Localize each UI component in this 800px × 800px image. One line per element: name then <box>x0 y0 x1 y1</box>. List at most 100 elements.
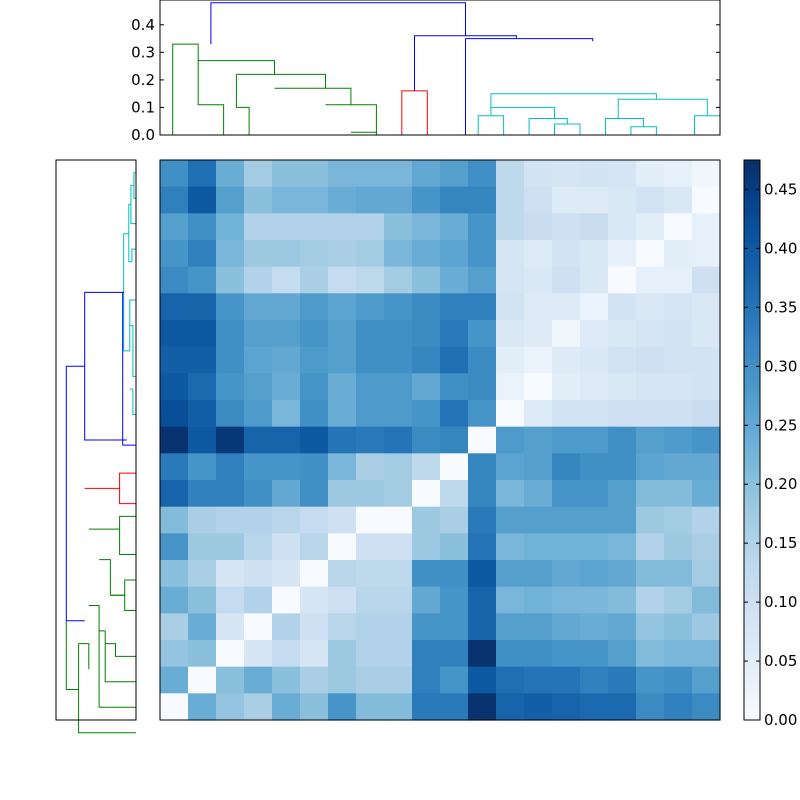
heatmap-cell <box>664 346 693 374</box>
heatmap-cell <box>552 293 581 321</box>
heatmap-cell <box>496 266 525 294</box>
heatmap-cell <box>188 293 217 321</box>
heatmap-cell <box>468 426 497 454</box>
heatmap-cell <box>272 693 301 721</box>
heatmap-cell <box>580 426 609 454</box>
heatmap-cell <box>664 613 693 641</box>
left-dendrogram-link <box>99 630 136 683</box>
heatmap-cell <box>160 346 189 374</box>
top-dendrogram-tick-label: 0.4 <box>131 16 155 34</box>
heatmap-cell <box>356 480 385 508</box>
heatmap-cell <box>524 320 553 348</box>
heatmap-cell <box>496 213 525 241</box>
left-dendrogram-link <box>105 643 136 657</box>
heatmap-cell <box>356 586 385 614</box>
top-dendrogram-link <box>490 93 657 108</box>
heatmap-cell <box>580 400 609 428</box>
heatmap-cell <box>496 560 525 588</box>
heatmap-cell <box>300 320 329 348</box>
heatmap-cell <box>188 160 217 188</box>
heatmap-cell <box>272 586 301 614</box>
left-dendrogram-link <box>84 472 136 489</box>
heatmap-cell <box>580 186 609 214</box>
heatmap-cell <box>580 613 609 641</box>
heatmap-cell <box>328 320 357 348</box>
heatmap-cell <box>244 213 273 241</box>
heatmap-cell <box>636 506 665 534</box>
heatmap-cell <box>188 400 217 428</box>
heatmap-cell <box>412 560 441 588</box>
heatmap-cell <box>664 426 693 454</box>
heatmap-cell <box>412 320 441 348</box>
heatmap-cell <box>356 400 385 428</box>
heatmap-cell <box>244 373 273 401</box>
heatmap-cell <box>580 320 609 348</box>
colorbar-tick-label: 0.05 <box>764 652 797 670</box>
heatmap-cell <box>440 213 469 241</box>
heatmap-cell <box>692 293 721 321</box>
heatmap-cell <box>524 213 553 241</box>
heatmap-cell <box>664 560 693 588</box>
heatmap-cell <box>692 640 721 668</box>
heatmap-cell <box>244 426 273 454</box>
heatmap-cell <box>300 560 329 588</box>
heatmap-cell <box>328 400 357 428</box>
heatmap-cell <box>440 560 469 588</box>
heatmap-cell <box>608 480 637 508</box>
heatmap-cell <box>188 266 217 294</box>
heatmap-cell <box>440 293 469 321</box>
heatmap-cell <box>552 346 581 374</box>
heatmap-cell <box>328 266 357 294</box>
heatmap-cell <box>580 266 609 294</box>
heatmap-cell <box>272 426 301 454</box>
heatmap-cell <box>188 586 217 614</box>
heatmap-cell <box>384 320 413 348</box>
heatmap-cell <box>524 400 553 428</box>
heatmap-cell <box>524 293 553 321</box>
left-dendrogram-link <box>65 365 85 622</box>
heatmap-cell <box>244 453 273 481</box>
heatmap-cell <box>216 213 245 241</box>
heatmap-cell <box>468 480 497 508</box>
heatmap-cell <box>412 186 441 214</box>
heatmap-cell <box>524 186 553 214</box>
heatmap-cell <box>216 346 245 374</box>
heatmap-cell <box>608 640 637 668</box>
heatmap-cell <box>524 533 553 561</box>
top-dendrogram-frame <box>159 0 721 136</box>
heatmap-cell <box>636 346 665 374</box>
heatmap-cell <box>692 533 721 561</box>
heatmap-cell <box>552 506 581 534</box>
heatmap-cell <box>188 213 217 241</box>
heatmap-cell <box>300 453 329 481</box>
heatmap-cell <box>216 293 245 321</box>
heatmap-cell <box>608 346 637 374</box>
heatmap-cell <box>524 240 553 268</box>
colorbar-gradient <box>744 160 760 720</box>
heatmap-cell <box>524 586 553 614</box>
heatmap-cell <box>160 586 189 614</box>
heatmap-cell <box>608 506 637 534</box>
heatmap-cell <box>244 480 273 508</box>
heatmap-cell <box>244 400 273 428</box>
heatmap-cell <box>440 186 469 214</box>
heatmap-cell <box>692 240 721 268</box>
heatmap-cell <box>328 480 357 508</box>
left-dendrogram-link <box>110 594 136 611</box>
heatmap-cell <box>440 160 469 188</box>
heatmap-cell <box>664 400 693 428</box>
heatmap-cell <box>468 266 497 294</box>
left-dendrogram-links <box>65 172 137 734</box>
heatmap-cell <box>272 560 301 588</box>
left-dendrogram-link <box>88 528 136 555</box>
heatmap-cell <box>412 533 441 561</box>
top-dendrogram-link <box>617 98 708 119</box>
heatmap-cell <box>412 266 441 294</box>
heatmap-cell <box>160 453 189 481</box>
top-dendrogram-link <box>630 126 657 135</box>
heatmap-cell <box>356 293 385 321</box>
heatmap-cell <box>216 266 245 294</box>
heatmap-cell <box>188 346 217 374</box>
heatmap-cell <box>216 426 245 454</box>
